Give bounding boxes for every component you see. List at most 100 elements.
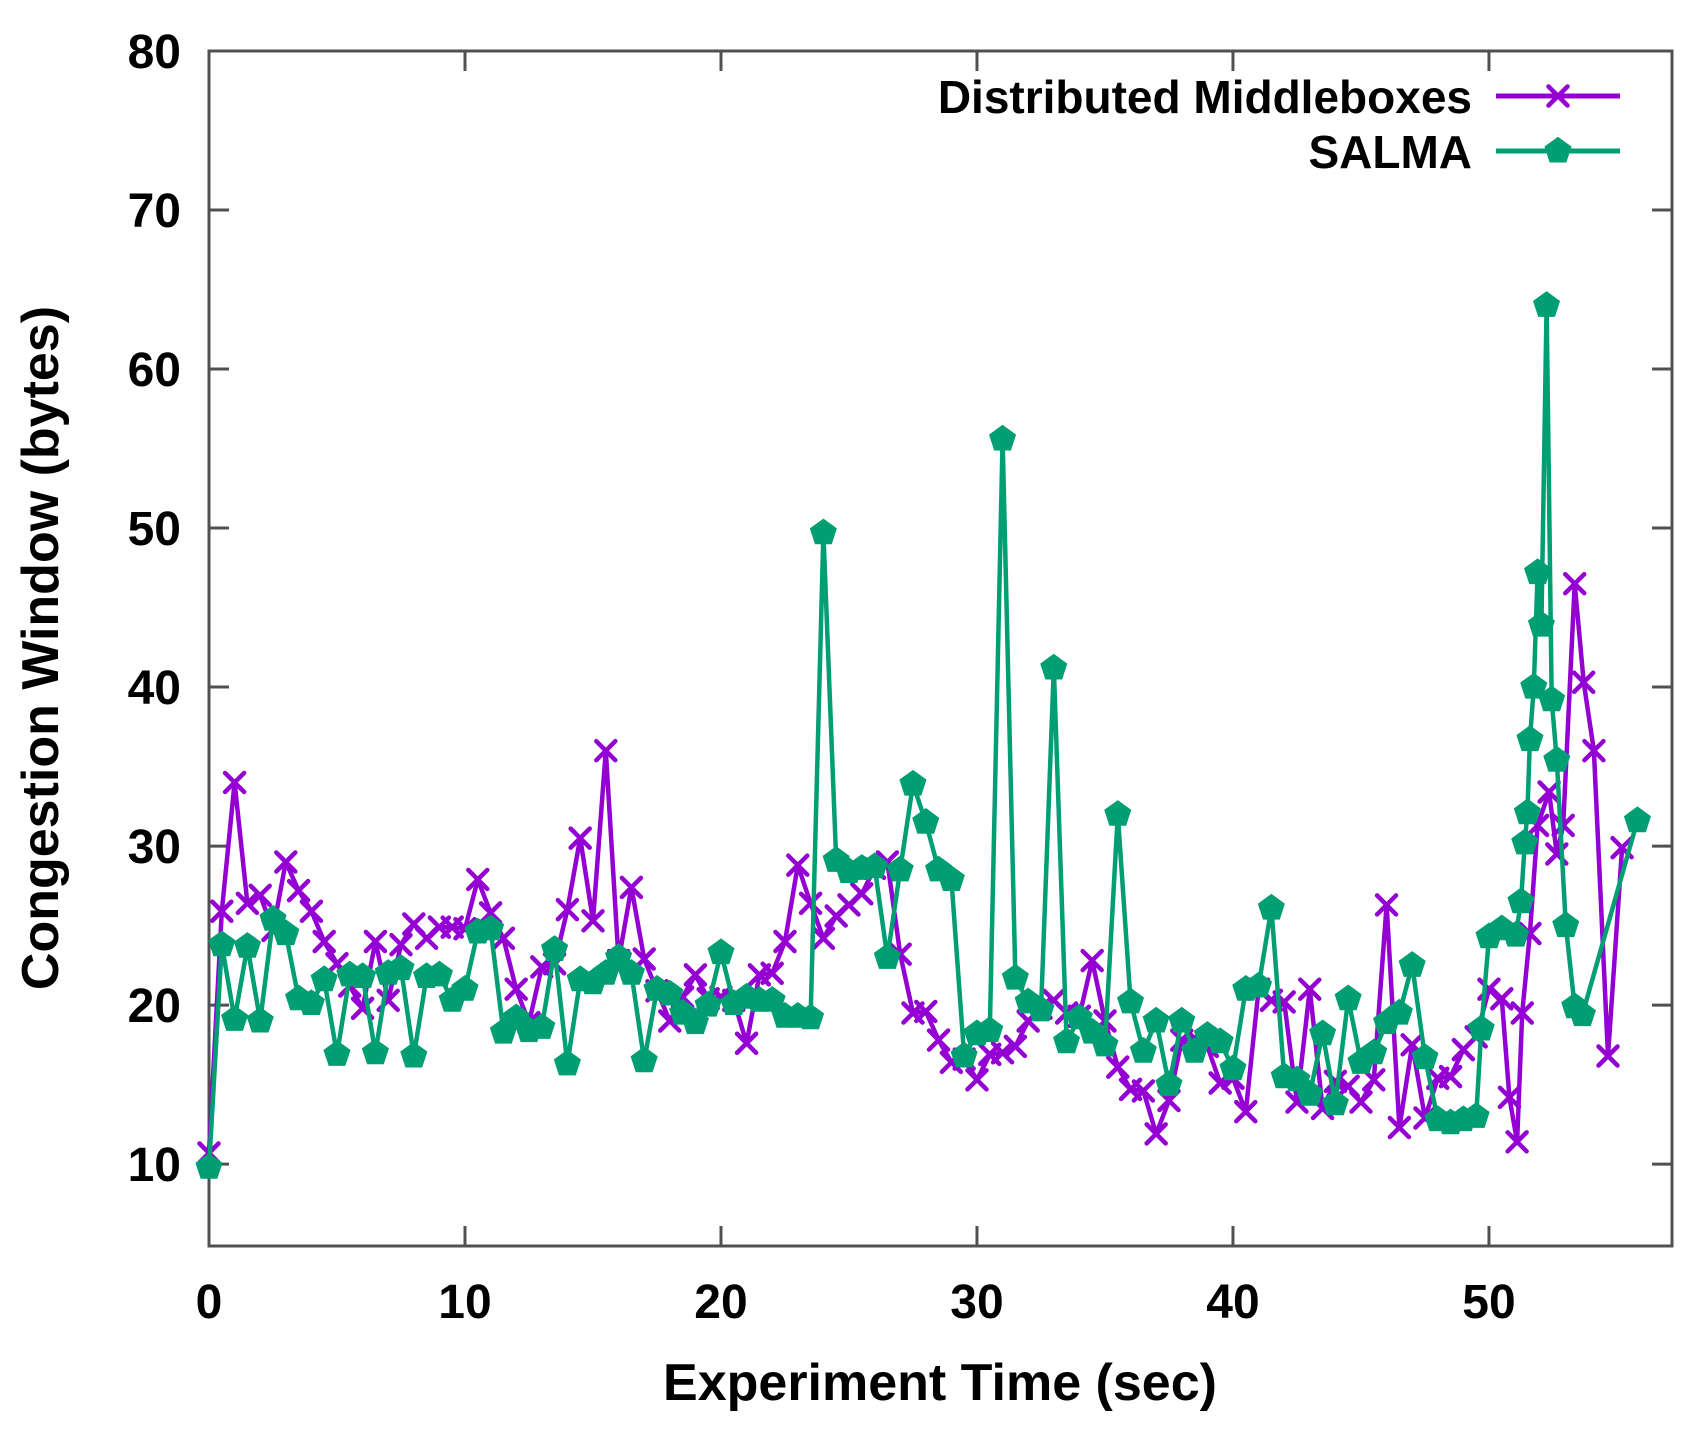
data-point-cross-icon: [1562, 571, 1587, 596]
data-point-pentagon-icon: [1462, 1102, 1490, 1128]
y-tick-label: 60: [128, 344, 181, 397]
data-point-cross-icon: [683, 963, 708, 987]
data-point-cross-icon: [555, 897, 580, 922]
y-tick-label: 50: [128, 503, 181, 556]
data-point-pentagon-icon: [1385, 998, 1413, 1025]
data-point-cross-icon: [1510, 1001, 1534, 1025]
data-point-pentagon-icon: [1206, 1027, 1234, 1054]
series-line-distributed-middleboxes: [206, 581, 1625, 1156]
data-point-cross-icon: [1106, 1055, 1130, 1079]
data-point-cross-icon: [1131, 1079, 1156, 1103]
data-point-pentagon-icon: [272, 919, 300, 946]
data-point-pentagon-icon: [1001, 963, 1029, 990]
data-point-pentagon-icon: [797, 1003, 825, 1030]
data-point-pentagon-icon: [477, 914, 505, 941]
data-point-pentagon-icon: [1104, 800, 1132, 826]
data-point-pentagon-icon: [873, 943, 901, 969]
data-point-pentagon-icon: [1524, 558, 1552, 585]
data-point-pentagon-icon: [1321, 1089, 1349, 1116]
data-point-pentagon-icon: [1513, 798, 1541, 825]
data-point-cross-icon: [248, 883, 272, 908]
x-tick-label: 20: [694, 1276, 747, 1329]
data-point-cross-icon: [1537, 780, 1561, 804]
data-point-cross-icon: [466, 867, 490, 892]
data-point-cross-icon: [235, 891, 260, 916]
legend-line-sample-pentagon-icon: [1496, 136, 1620, 163]
data-point-pentagon-icon: [1142, 1006, 1170, 1033]
data-point-pentagon-icon: [425, 960, 453, 987]
data-point-cross-icon: [1505, 1130, 1529, 1154]
x-tick-label: 0: [196, 1276, 223, 1329]
data-point-cross-icon: [850, 882, 874, 906]
legend-label-distributed-middleboxes: Distributed Middleboxes: [938, 71, 1472, 123]
data-point-cross-icon: [581, 909, 605, 933]
axis-ticks: 0 10 20 30 40 50 10 20 30 40 50 60 70 80: [128, 26, 1672, 1329]
data-point-pentagon-icon: [323, 1040, 351, 1066]
y-tick-label: 10: [128, 1139, 181, 1192]
series-line-salma: [206, 303, 1640, 1170]
data-point-cross-icon: [594, 738, 618, 763]
legend-label-salma: SALMA: [1308, 126, 1472, 178]
data-point-pentagon-icon: [617, 959, 645, 985]
data-point-pentagon-icon: [989, 424, 1017, 451]
y-tick-label: 30: [128, 821, 181, 874]
data-point-pentagon-icon: [707, 938, 735, 965]
series-distributed-middleboxes: [197, 571, 1634, 1165]
data-point-cross-icon: [363, 929, 388, 954]
data-point-pentagon-icon: [1568, 1000, 1596, 1027]
legend-cross-icon: [1546, 84, 1570, 108]
legend-line-sample-cross-icon: [1496, 84, 1620, 108]
data-point-cross-icon: [1144, 1122, 1168, 1146]
data-point-pentagon-icon: [451, 974, 479, 1001]
data-point-cross-icon: [1582, 738, 1606, 763]
data-point-cross-icon: [1497, 1085, 1522, 1110]
data-point-cross-icon: [568, 826, 592, 850]
data-point-pentagon-icon: [361, 1038, 389, 1065]
data-point-cross-icon: [389, 932, 413, 957]
data-point-cross-icon: [1080, 948, 1104, 973]
data-point-pentagon-icon: [1053, 1027, 1081, 1054]
data-point-pentagon-icon: [1538, 685, 1566, 712]
data-point-pentagon-icon: [1507, 887, 1535, 914]
data-point-pentagon-icon: [656, 979, 684, 1006]
data-point-pentagon-icon: [1040, 653, 1068, 680]
data-point-cross-icon: [222, 770, 247, 795]
y-tick-label: 20: [128, 980, 181, 1033]
legend: Distributed Middleboxes SALMA: [938, 71, 1620, 178]
plot-border: [207, 49, 1674, 1248]
x-tick-label: 30: [950, 1276, 1003, 1329]
data-point-cross-icon: [299, 899, 324, 924]
data-point-cross-icon: [312, 929, 336, 954]
data-point-pentagon-icon: [809, 518, 837, 545]
data-point-pentagon-icon: [1467, 1014, 1495, 1041]
data-point-pentagon-icon: [1398, 951, 1426, 977]
y-axis-title: Congestion Window (bytes): [12, 306, 70, 990]
data-point-pentagon-icon: [1334, 984, 1362, 1011]
data-point-pentagon-icon: [1552, 911, 1580, 938]
series-group: [195, 291, 1651, 1179]
data-point-cross-icon: [926, 1028, 951, 1052]
data-point-pentagon-icon: [1155, 1070, 1183, 1097]
data-point-pentagon-icon: [1411, 1043, 1439, 1070]
data-point-pentagon-icon: [541, 935, 569, 961]
data-point-cross-icon: [210, 899, 234, 924]
data-point-cross-icon: [504, 977, 528, 1001]
data-point-pentagon-icon: [553, 1049, 581, 1076]
data-point-pentagon-icon: [1245, 971, 1273, 998]
data-point-cross-icon: [1596, 1044, 1620, 1068]
x-tick-label: 40: [1206, 1276, 1259, 1329]
series-salma: [195, 291, 1651, 1179]
data-point-cross-icon: [1003, 1034, 1028, 1059]
data-point-cross-icon: [811, 926, 836, 951]
data-point-cross-icon: [786, 853, 810, 877]
y-tick-label: 40: [128, 662, 181, 715]
data-point-cross-icon: [1438, 1064, 1463, 1089]
data-point-pentagon-icon: [1516, 725, 1544, 752]
data-point-pentagon-icon: [208, 930, 236, 957]
data-point-pentagon-icon: [1520, 672, 1548, 699]
data-point-pentagon-icon: [1117, 987, 1145, 1014]
data-point-pentagon-icon: [912, 807, 940, 834]
data-point-pentagon-icon: [758, 986, 786, 1012]
data-point-cross-icon: [1349, 1090, 1373, 1114]
